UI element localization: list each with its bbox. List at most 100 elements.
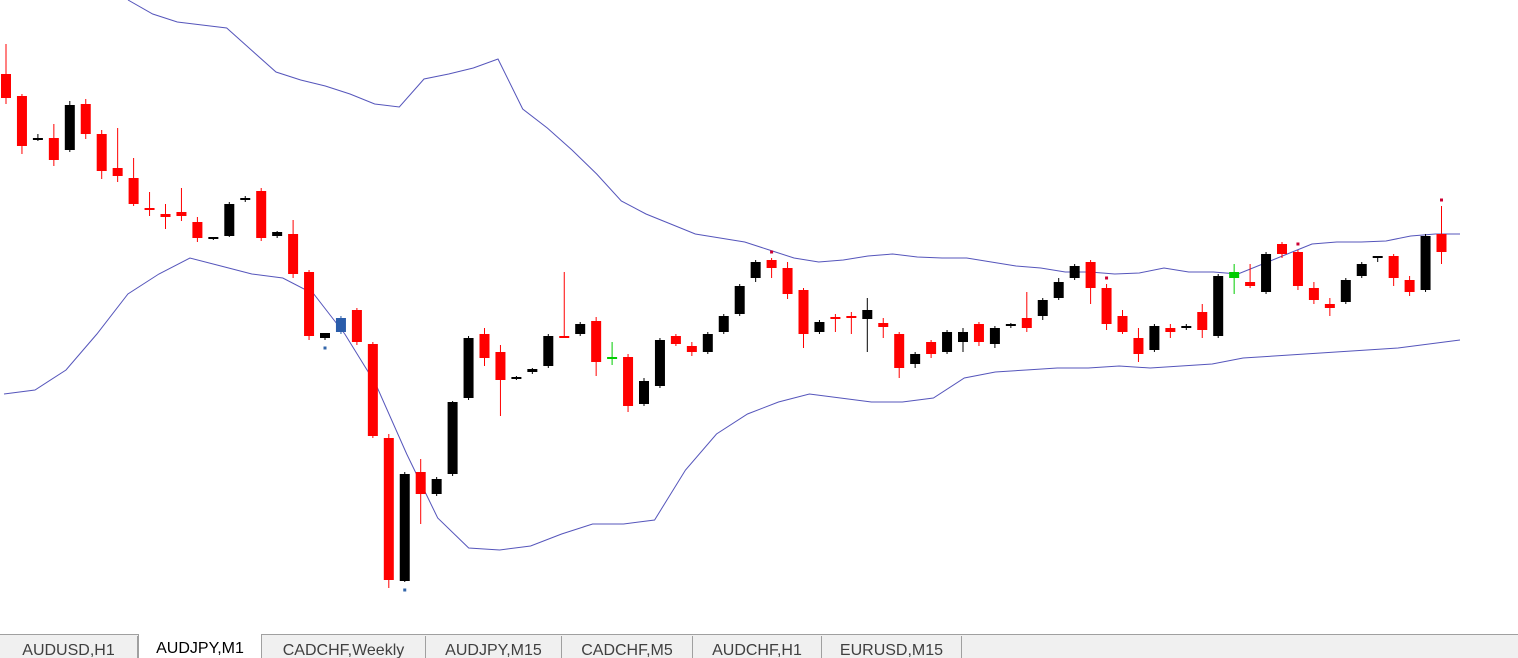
candle-body bbox=[1308, 288, 1319, 300]
candle bbox=[1117, 310, 1128, 334]
candle-body bbox=[511, 377, 522, 379]
candle bbox=[16, 94, 27, 154]
candle bbox=[304, 270, 315, 340]
candle bbox=[463, 336, 474, 400]
candle bbox=[607, 342, 618, 365]
candle bbox=[894, 332, 905, 378]
candle bbox=[734, 284, 745, 316]
candle bbox=[1085, 260, 1096, 304]
candle-body bbox=[1005, 324, 1016, 326]
candle bbox=[846, 312, 857, 334]
candle bbox=[224, 202, 235, 237]
candle-body bbox=[1372, 256, 1383, 258]
candle bbox=[399, 472, 410, 582]
candle-body bbox=[415, 472, 426, 494]
candle bbox=[383, 434, 394, 588]
candle bbox=[431, 477, 442, 496]
candlestick-chart-svg[interactable] bbox=[0, 0, 1518, 634]
candle bbox=[208, 237, 219, 240]
tab-audusd-h1[interactable]: AUDUSD,H1 bbox=[0, 636, 138, 658]
candle-body bbox=[1292, 252, 1303, 286]
candle-body bbox=[256, 191, 267, 238]
candle bbox=[973, 322, 984, 346]
candle bbox=[320, 333, 330, 340]
candle bbox=[1133, 328, 1144, 362]
candle-body bbox=[766, 260, 777, 268]
candle bbox=[942, 330, 953, 354]
candle bbox=[1404, 276, 1415, 296]
candle-body bbox=[1037, 300, 1048, 316]
candle bbox=[1213, 274, 1224, 338]
candle-body bbox=[670, 336, 681, 344]
signal-dots bbox=[323, 198, 1443, 592]
candle-body bbox=[192, 222, 203, 238]
signal-dot bbox=[1296, 242, 1300, 246]
candle bbox=[32, 134, 43, 141]
candle bbox=[1356, 262, 1367, 278]
candle bbox=[1372, 256, 1383, 262]
lower-bollinger-band bbox=[3, 257, 1461, 551]
candle-body bbox=[1133, 338, 1144, 354]
tab-audjpy-m15[interactable]: AUDJPY,M15 bbox=[426, 636, 562, 658]
candle-body bbox=[367, 344, 378, 436]
signal-dot bbox=[1105, 276, 1109, 280]
candle-body bbox=[862, 310, 873, 319]
candle bbox=[479, 328, 490, 366]
tab-cadchf-m5[interactable]: CADCHF,M5 bbox=[562, 636, 693, 658]
tab-cadchf-weekly[interactable]: CADCHF,Weekly bbox=[262, 636, 426, 658]
candle bbox=[272, 231, 283, 238]
candle bbox=[144, 192, 155, 216]
candle bbox=[830, 314, 841, 332]
candle-body bbox=[64, 105, 75, 150]
candle bbox=[112, 128, 123, 182]
candle bbox=[926, 340, 937, 358]
candle bbox=[1005, 323, 1016, 328]
candle-body bbox=[335, 318, 346, 332]
candle-body bbox=[782, 268, 793, 294]
candle bbox=[1436, 206, 1447, 264]
tab-audjpy-m1[interactable]: AUDJPY,M1 bbox=[138, 634, 262, 658]
candle-body bbox=[591, 321, 602, 362]
candle-body bbox=[1197, 312, 1208, 330]
upper-bollinger-band bbox=[127, 0, 1460, 275]
candle-body bbox=[559, 336, 570, 338]
candle-body bbox=[48, 138, 59, 160]
candle-body bbox=[399, 474, 410, 581]
candle bbox=[495, 345, 506, 416]
candle bbox=[1069, 264, 1080, 280]
candle-body bbox=[973, 324, 984, 342]
candle bbox=[1165, 324, 1176, 338]
candle-body bbox=[910, 354, 921, 364]
candle bbox=[256, 188, 267, 241]
candles-group bbox=[1, 44, 1447, 588]
candle-body bbox=[16, 96, 27, 146]
candle-body bbox=[224, 204, 235, 236]
price-chart[interactable] bbox=[0, 0, 1518, 634]
candle bbox=[543, 334, 554, 368]
candle bbox=[415, 459, 426, 524]
tab-eurusd-m15[interactable]: EURUSD,M15 bbox=[822, 636, 962, 658]
signal-dot bbox=[323, 346, 327, 350]
candle bbox=[351, 308, 362, 345]
candle-body bbox=[1324, 304, 1335, 308]
candle bbox=[1149, 324, 1160, 352]
candle bbox=[176, 188, 187, 221]
candle-body bbox=[32, 138, 43, 140]
candle-body bbox=[1069, 266, 1080, 278]
candle bbox=[64, 101, 75, 152]
candle-body bbox=[989, 328, 1000, 344]
tab-audchf-h1[interactable]: AUDCHF,H1 bbox=[693, 636, 822, 658]
candle bbox=[447, 401, 458, 476]
candle-body bbox=[1229, 272, 1240, 278]
candle bbox=[575, 322, 586, 336]
candle-body bbox=[1101, 288, 1112, 324]
candle bbox=[1277, 242, 1287, 258]
candle bbox=[670, 334, 681, 346]
candle-body bbox=[878, 323, 889, 327]
candle-body bbox=[527, 369, 538, 372]
candle bbox=[1037, 298, 1048, 320]
chart-tab-bar: AUDUSD,H1 AUDJPY,M1 CADCHF,Weekly AUDJPY… bbox=[0, 634, 1518, 658]
candle-body bbox=[479, 334, 490, 358]
candle-body bbox=[431, 479, 442, 494]
candle-body bbox=[96, 134, 107, 171]
